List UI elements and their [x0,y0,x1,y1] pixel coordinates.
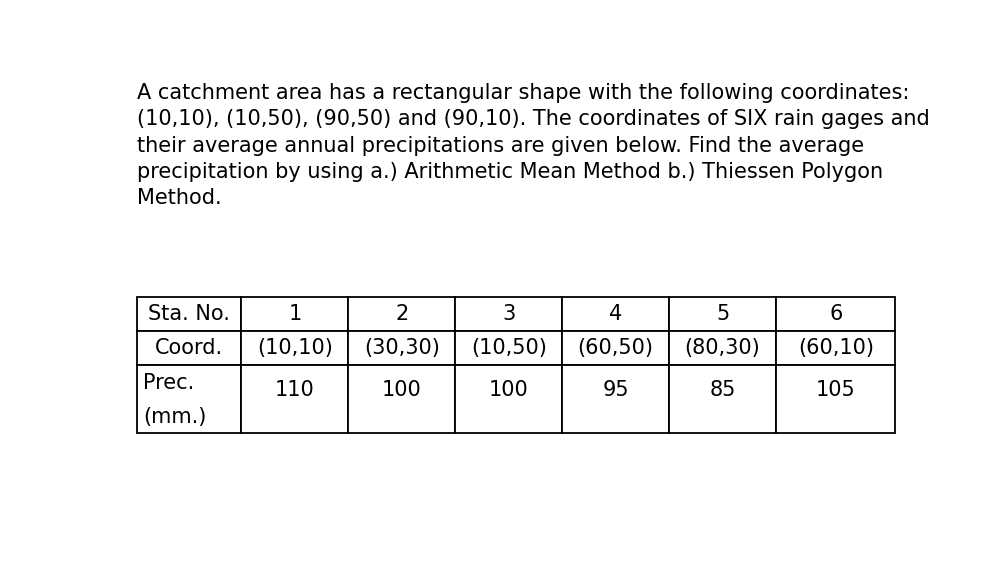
Bar [776,297,895,331]
Text: their average annual precipitations are given below. Find the average: their average annual precipitations are … [137,136,864,155]
Text: A catchment area has a rectangular shape with the following coordinates:: A catchment area has a rectangular shape… [137,83,909,103]
Text: 100: 100 [488,380,529,399]
Text: 6: 6 [829,304,843,324]
Bar [137,331,242,365]
Text: Prec.: Prec. [143,373,194,392]
Text: Method.: Method. [137,188,222,208]
Bar [137,297,242,331]
Text: 110: 110 [275,380,315,399]
Text: Sta. No.: Sta. No. [148,304,230,324]
Bar [137,365,242,433]
Text: 2: 2 [395,304,409,324]
Bar [348,331,455,365]
Bar [455,331,562,365]
Text: Coord.: Coord. [155,338,224,358]
Text: (60,50): (60,50) [578,338,654,358]
Text: precipitation by using a.) Arithmetic Mean Method b.) Thiessen Polygon: precipitation by using a.) Arithmetic Me… [137,162,883,181]
Bar [242,365,348,433]
Text: (10,50): (10,50) [471,338,547,358]
Bar [562,297,669,331]
Text: 1: 1 [288,304,301,324]
Bar [562,331,669,365]
Bar [776,365,895,433]
Text: (60,10): (60,10) [798,338,874,358]
Bar [348,297,455,331]
Text: 4: 4 [609,304,622,324]
Text: 85: 85 [710,380,736,399]
Bar [348,365,455,433]
Bar [455,297,562,331]
Text: (80,30): (80,30) [685,338,760,358]
Text: 95: 95 [602,380,629,399]
Text: 105: 105 [816,380,856,399]
Bar [776,331,895,365]
Bar [455,365,562,433]
Bar [242,331,348,365]
Bar [242,297,348,331]
Bar [669,297,776,331]
Text: (30,30): (30,30) [364,338,440,358]
Bar [562,365,669,433]
Text: (10,10), (10,50), (90,50) and (90,10). The coordinates of SIX rain gages and: (10,10), (10,50), (90,50) and (90,10). T… [137,109,929,129]
Bar [669,365,776,433]
Text: 5: 5 [716,304,729,324]
Bar [669,331,776,365]
Text: (mm.): (mm.) [143,406,206,427]
Text: 3: 3 [502,304,516,324]
Text: 100: 100 [382,380,422,399]
Text: (10,10): (10,10) [257,338,332,358]
